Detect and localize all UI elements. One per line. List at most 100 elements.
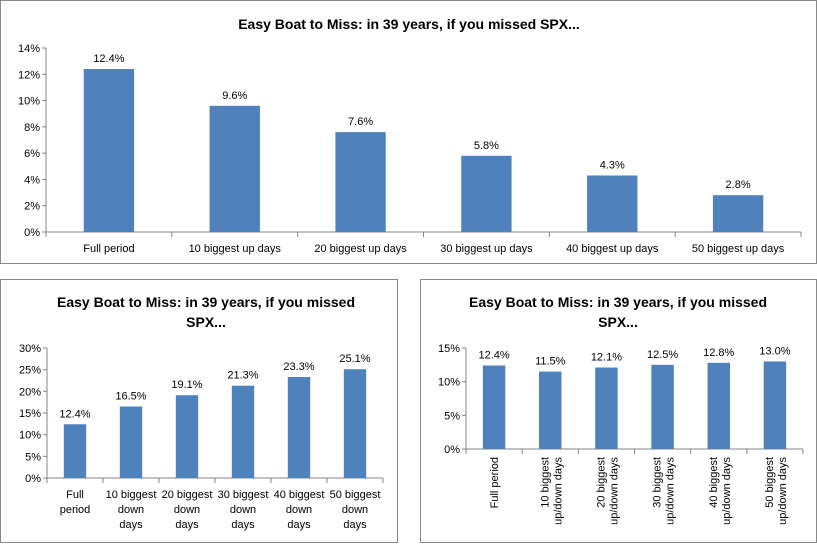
category-label: 20 biggest up days (314, 243, 407, 255)
chart-title: Easy Boat to Miss: in 39 years, if you m… (238, 16, 580, 32)
category-label: 30 biggest up days (440, 243, 533, 255)
category-label: days (175, 519, 199, 531)
data-label: 9.6% (222, 90, 247, 102)
category-label-line: 10 biggest (539, 457, 551, 508)
category-label: down (286, 504, 312, 516)
category-label: 30 biggest (218, 489, 269, 501)
bar (712, 195, 764, 232)
category-label: 40 biggest up days (566, 243, 659, 255)
category-label: Full (66, 489, 84, 501)
category-label-line: up/down days (665, 457, 677, 525)
y-tick-label: 2% (24, 201, 40, 213)
bar (707, 362, 730, 449)
y-tick-label: 0% (24, 227, 40, 239)
category-label: 30 biggestup/down days (652, 457, 677, 525)
data-label: 12.8% (703, 347, 734, 359)
category-label: days (231, 519, 255, 531)
category-label: 20 biggest (162, 489, 213, 501)
chart-up-down-days: Easy Boat to Miss: in 39 years, if you m… (438, 294, 804, 525)
category-label: down (342, 504, 368, 516)
bar (482, 365, 506, 449)
y-tick-label: 5% (444, 410, 460, 422)
data-label: 23.3% (283, 361, 314, 373)
y-tick-label: 30% (19, 343, 41, 355)
bar (83, 69, 135, 233)
category-label: 50 biggestup/down days (764, 457, 789, 525)
category-label-line: 50 biggest (764, 457, 776, 508)
category-label: 10 biggest up days (189, 243, 282, 255)
y-tick-label: 10% (438, 377, 460, 389)
bar (209, 105, 260, 232)
category-label-line: up/down days (608, 457, 620, 525)
category-label: days (343, 519, 367, 531)
category-label: Full period (489, 457, 501, 508)
chart-title: SPX... (186, 314, 226, 330)
y-tick-label: 5% (25, 451, 41, 463)
y-tick-label: 20% (19, 386, 41, 398)
category-label-line: 20 biggest (595, 457, 607, 508)
data-label: 25.1% (339, 353, 370, 365)
bar (539, 371, 562, 449)
category-label: down (118, 504, 144, 516)
data-label: 11.5% (535, 356, 566, 368)
bar (175, 395, 199, 478)
data-label: 12.1% (591, 352, 622, 364)
chart-panel-down-days: Easy Boat to Miss: in 39 years, if you m… (0, 279, 398, 543)
data-label: 12.4% (59, 408, 90, 420)
data-label: 19.1% (171, 379, 202, 391)
category-label-line: 30 biggest (652, 457, 664, 508)
category-label: days (287, 519, 311, 531)
bar (461, 155, 512, 232)
chart-title: Easy Boat to Miss: in 39 years, if you m… (57, 294, 355, 310)
chart-title: SPX... (598, 314, 638, 330)
category-label: period (60, 504, 91, 516)
category-label: 20 biggestup/down days (595, 457, 620, 525)
bar (287, 377, 311, 478)
y-tick-label: 8% (24, 122, 40, 134)
category-label: 10 biggestup/down days (539, 457, 564, 525)
chart-down-days: Easy Boat to Miss: in 39 years, if you m… (19, 294, 384, 531)
data-label: 12.4% (93, 53, 124, 65)
bar (119, 406, 143, 478)
category-label: Full period (83, 243, 134, 255)
category-label: 50 biggest (330, 489, 381, 501)
category-label-line: up/down days (777, 457, 789, 525)
y-tick-label: 4% (24, 174, 40, 186)
y-tick-label: 15% (19, 408, 41, 420)
data-label: 13.0% (759, 345, 790, 357)
y-tick-label: 0% (25, 473, 41, 485)
data-label: 4.3% (600, 159, 625, 171)
y-tick-label: 6% (24, 148, 40, 160)
category-label-line: up/down days (721, 457, 733, 525)
chart-title: Easy Boat to Miss: in 39 years, if you m… (469, 294, 767, 310)
y-tick-label: 15% (438, 343, 460, 355)
data-label: 16.5% (115, 391, 146, 403)
data-label: 12.5% (647, 349, 678, 361)
y-tick-label: 10% (18, 96, 40, 108)
bar (587, 175, 638, 232)
bar (595, 367, 618, 449)
category-label: 10 biggest (106, 489, 157, 501)
category-label: 50 biggest up days (692, 243, 785, 255)
y-tick-label: 25% (19, 365, 41, 377)
category-label-line: 40 biggest (708, 457, 720, 508)
bar (763, 361, 787, 449)
category-label: down (230, 504, 256, 516)
y-tick-label: 0% (444, 444, 460, 456)
category-label: days (119, 519, 143, 531)
category-label-line: Full period (489, 457, 501, 508)
data-label: 7.6% (348, 116, 373, 128)
chart-panel-up-days: Easy Boat to Miss: in 39 years, if you m… (0, 0, 817, 264)
data-label: 2.8% (726, 179, 751, 191)
y-tick-label: 12% (18, 69, 40, 81)
bar (651, 364, 674, 449)
category-label-line: up/down days (552, 457, 564, 525)
chart-panel-up-down-days: Easy Boat to Miss: in 39 years, if you m… (420, 279, 817, 543)
bar (63, 424, 87, 478)
data-label: 21.3% (227, 370, 258, 382)
data-label: 12.4% (478, 350, 509, 362)
bar (335, 132, 386, 232)
data-label: 5.8% (474, 140, 499, 152)
category-label: 40 biggest (274, 489, 325, 501)
y-tick-label: 14% (18, 43, 40, 55)
